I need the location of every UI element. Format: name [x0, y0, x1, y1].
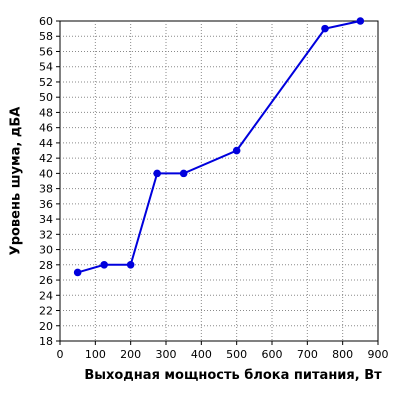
y-tick-label: 52	[39, 76, 53, 89]
x-tick-label: 300	[156, 348, 177, 361]
y-tick-label: 30	[39, 244, 53, 257]
y-tick-label: 58	[39, 30, 53, 43]
y-tick-label: 32	[39, 228, 53, 241]
y-tick-label: 38	[39, 183, 53, 196]
data-point	[153, 169, 161, 178]
series-line	[77, 20, 361, 274]
y-tick-label: 44	[39, 137, 53, 150]
x-tick-label: 900	[368, 348, 389, 361]
data-point	[356, 17, 365, 25]
x-tick-label: 500	[226, 348, 247, 361]
y-tick-label: 26	[39, 274, 53, 287]
x-tick-label: 700	[297, 348, 318, 361]
x-axis: 0 100 200 300 400 500 600 700 800 900	[57, 341, 389, 361]
data-point	[321, 24, 329, 33]
y-tick-label: 54	[39, 61, 53, 74]
y-tick-label: 28	[39, 259, 53, 272]
grid	[60, 21, 378, 341]
x-tick-label: 800	[332, 348, 353, 361]
y-tick-label: 22	[39, 305, 53, 318]
data-point	[73, 268, 82, 277]
y-tick-label: 40	[39, 167, 53, 180]
y-tick-label: 24	[39, 289, 53, 302]
y-tick-label: 60	[39, 15, 53, 28]
y-tick-label: 36	[39, 198, 53, 211]
y-tick-label: 34	[39, 213, 53, 226]
x-tick-label: 0	[57, 348, 64, 361]
x-tick-label: 200	[120, 348, 141, 361]
x-axis-title: Выходная мощность блока питания, Вт	[84, 368, 382, 383]
plot-area	[59, 20, 379, 342]
data-point	[126, 261, 135, 269]
y-tick-label: 46	[39, 122, 53, 135]
y-tick-label: 50	[39, 91, 53, 104]
y-axis: 18 20 22 24 26 28 30 32 34 36 38 40 42 44 46 48 50 52 54 56…	[39, 15, 60, 348]
y-tick-label: 20	[39, 320, 53, 333]
data-point	[100, 261, 108, 269]
series-layer	[73, 17, 365, 277]
data-point	[179, 169, 188, 178]
y-tick-label: 56	[39, 45, 53, 58]
x-tick-label: 400	[191, 348, 212, 361]
x-tick-label: 100	[85, 348, 106, 361]
data-point	[232, 146, 241, 155]
y-tick-label: 18	[39, 335, 53, 348]
y-tick-label: 42	[39, 152, 53, 165]
y-axis-title: Уровень шума, дБА	[9, 107, 24, 256]
x-tick-label: 600	[262, 348, 283, 361]
y-tick-label: 48	[39, 106, 53, 119]
